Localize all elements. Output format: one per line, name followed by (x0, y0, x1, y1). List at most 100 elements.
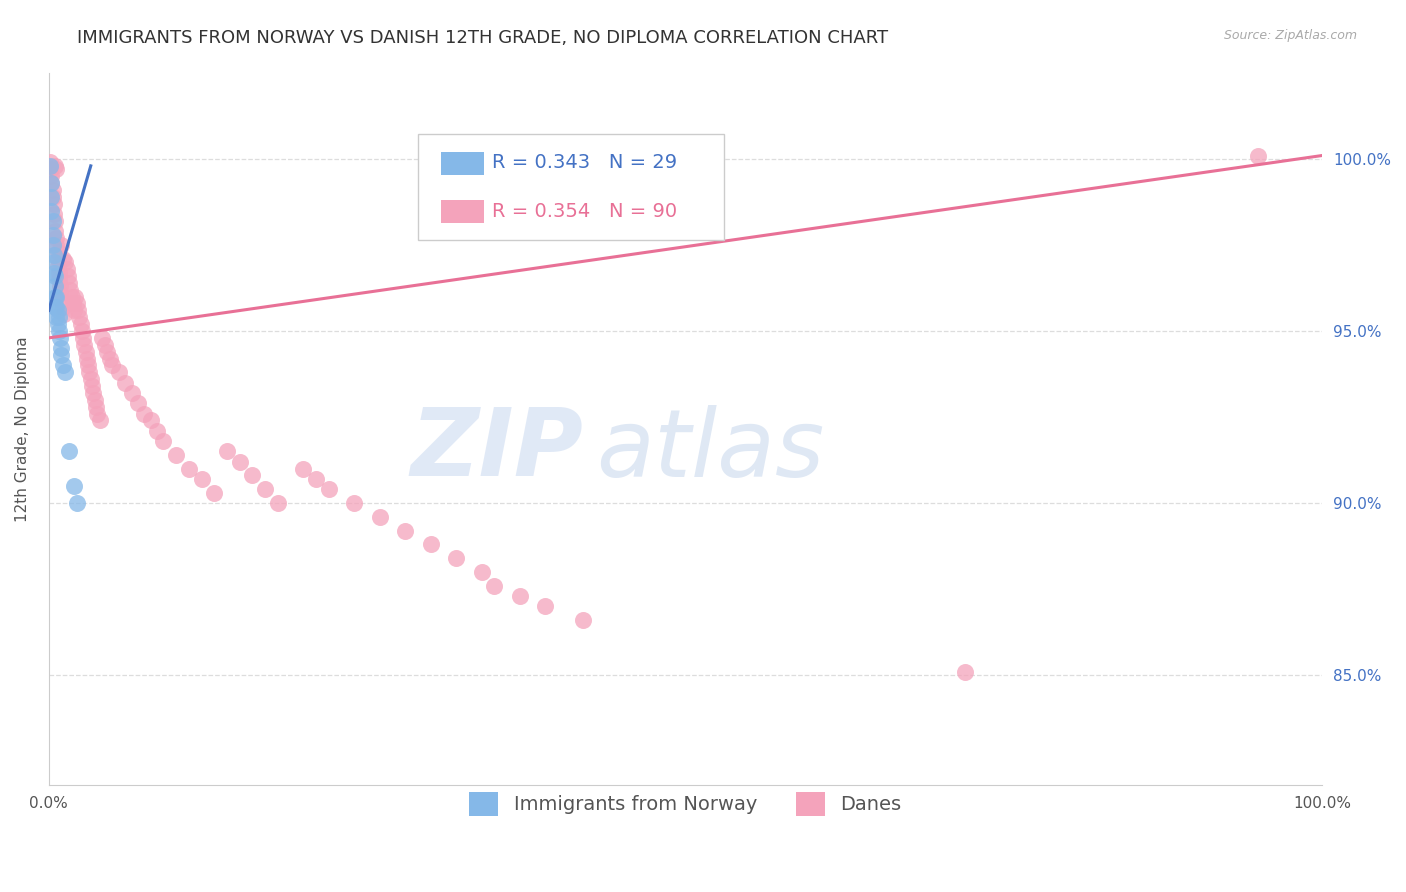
Point (39, 203, 62, 218)
Point (49, 286, 72, 301)
Point (44, 214, 66, 228)
Point (59, 283, 82, 297)
Point (63, 479, 86, 493)
Point (52, 300, 75, 314)
Point (66, 496, 89, 510)
Point (96, 344, 118, 359)
Point (39, 169, 62, 184)
Point (73, 338, 96, 352)
Point (56, 268, 79, 283)
Text: R = 0.343   N = 29: R = 0.343 N = 29 (492, 153, 676, 172)
Point (53, 255, 76, 269)
Point (39, 176, 62, 190)
FancyBboxPatch shape (441, 201, 484, 223)
Point (534, 599, 557, 614)
Point (41, 190, 63, 204)
Text: ZIP: ZIP (411, 404, 583, 497)
Point (94, 338, 117, 352)
Point (45, 290, 67, 304)
Point (62, 296, 84, 310)
Point (58, 444, 80, 458)
Point (242, 468, 264, 483)
Point (368, 509, 391, 524)
Point (46, 244, 69, 259)
Point (318, 482, 340, 496)
Point (471, 565, 494, 579)
Text: Source: ZipAtlas.com: Source: ZipAtlas.com (1223, 29, 1357, 42)
Point (44, 300, 66, 314)
Y-axis label: 12th Grade, No Diploma: 12th Grade, No Diploma (15, 336, 30, 522)
Point (52, 252, 75, 266)
Point (42, 255, 65, 269)
Point (86, 407, 108, 421)
Legend: Immigrants from Norway, Danes: Immigrants from Norway, Danes (460, 782, 911, 825)
Point (42, 248, 65, 262)
Point (89, 413, 111, 427)
Point (41, 227, 63, 242)
Point (46, 259, 69, 273)
Point (107, 365, 129, 379)
Point (955, 665, 977, 679)
Point (305, 472, 328, 486)
Point (82, 386, 104, 401)
Point (42, 207, 65, 221)
Point (444, 551, 467, 566)
Point (52, 359, 75, 373)
Point (572, 613, 595, 627)
Point (114, 376, 136, 390)
Point (45, 300, 67, 314)
Point (165, 448, 187, 462)
Point (69, 317, 91, 331)
Text: R = 0.354   N = 90: R = 0.354 N = 90 (492, 202, 676, 221)
Point (41, 183, 63, 197)
Point (39, 176, 62, 190)
Point (80, 379, 103, 393)
Text: IMMIGRANTS FROM NORWAY VS DANISH 12TH GRADE, NO DIPLOMA CORRELATION CHART: IMMIGRANTS FROM NORWAY VS DANISH 12TH GR… (77, 29, 889, 46)
Point (39, 159, 62, 173)
Point (45, 162, 67, 177)
Point (202, 485, 225, 500)
Point (80, 372, 103, 386)
Point (44, 159, 66, 173)
Point (51, 238, 73, 252)
Point (101, 359, 124, 373)
Point (139, 413, 162, 427)
Point (70, 324, 93, 338)
Point (75, 344, 97, 359)
Point (254, 482, 277, 496)
Point (41, 238, 63, 252)
Point (48, 272, 70, 286)
Point (44, 279, 66, 293)
Point (177, 461, 200, 475)
Text: atlas: atlas (596, 405, 824, 496)
Point (66, 296, 89, 310)
Point (419, 537, 441, 551)
Point (83, 392, 105, 407)
Point (53, 307, 76, 321)
Point (42, 266, 65, 280)
Point (127, 396, 149, 410)
Point (44, 268, 66, 283)
Point (49, 331, 72, 345)
Point (49, 279, 72, 293)
Point (45, 238, 67, 252)
Point (51, 341, 73, 355)
Point (152, 434, 174, 448)
Point (76, 351, 98, 366)
Point (67, 310, 90, 325)
Point (292, 461, 315, 475)
Point (121, 386, 143, 401)
Point (91, 331, 114, 345)
FancyBboxPatch shape (441, 152, 484, 175)
FancyBboxPatch shape (418, 134, 724, 240)
Point (42, 196, 65, 211)
Point (51, 293, 73, 307)
Point (39, 190, 62, 204)
Point (60, 290, 83, 304)
Point (343, 496, 366, 510)
Point (79, 365, 101, 379)
Point (267, 496, 290, 510)
Point (77, 359, 100, 373)
Point (215, 444, 238, 458)
Point (190, 472, 212, 486)
